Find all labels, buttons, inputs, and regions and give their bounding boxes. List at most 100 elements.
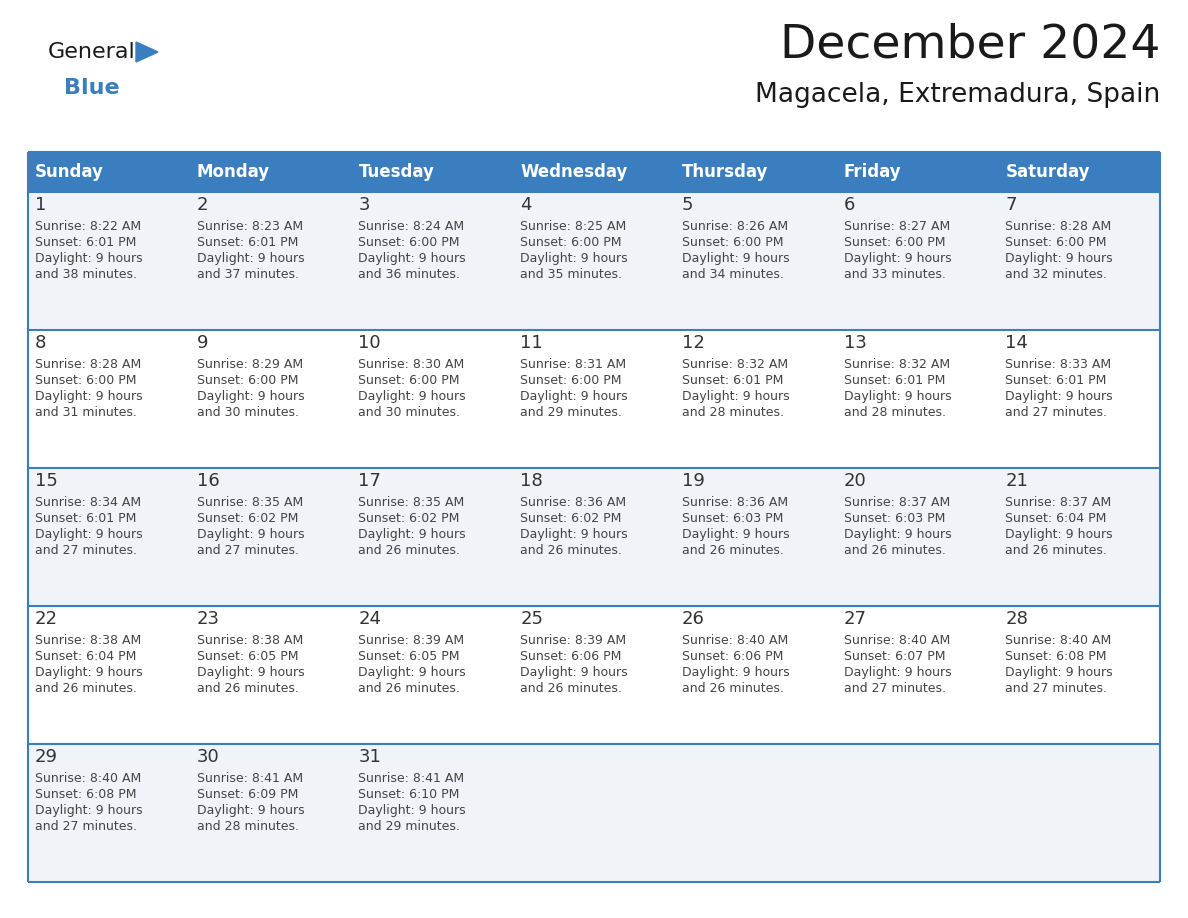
Text: 9: 9	[197, 334, 208, 352]
Text: and 26 minutes.: and 26 minutes.	[359, 544, 460, 557]
Text: Blue: Blue	[64, 78, 120, 98]
Text: 2: 2	[197, 196, 208, 214]
Text: 24: 24	[359, 610, 381, 628]
Text: 26: 26	[682, 610, 704, 628]
Bar	[29, 152, 190, 192]
Text: Sunrise: 8:29 AM: Sunrise: 8:29 AM	[197, 358, 303, 371]
Text: and 35 minutes.: and 35 minutes.	[520, 268, 623, 281]
Text: Sunrise: 8:31 AM: Sunrise: 8:31 AM	[520, 358, 626, 371]
Text: and 33 minutes.: and 33 minutes.	[843, 268, 946, 281]
Text: Sunset: 6:02 PM: Sunset: 6:02 PM	[520, 512, 621, 525]
Text: Sunset: 6:01 PM: Sunset: 6:01 PM	[34, 236, 137, 249]
Text: and 26 minutes.: and 26 minutes.	[682, 682, 784, 695]
Text: and 26 minutes.: and 26 minutes.	[520, 544, 623, 557]
Text: Daylight: 9 hours: Daylight: 9 hours	[1005, 528, 1113, 541]
Text: and 30 minutes.: and 30 minutes.	[197, 406, 298, 419]
Text: Wednesday: Wednesday	[520, 163, 627, 181]
Text: Sunrise: 8:37 AM: Sunrise: 8:37 AM	[843, 496, 950, 509]
Text: Sunset: 6:02 PM: Sunset: 6:02 PM	[197, 512, 298, 525]
Text: Daylight: 9 hours: Daylight: 9 hours	[34, 252, 143, 265]
Text: Sunset: 6:08 PM: Sunset: 6:08 PM	[1005, 650, 1107, 663]
Text: Sunrise: 8:35 AM: Sunrise: 8:35 AM	[197, 496, 303, 509]
Text: Daylight: 9 hours: Daylight: 9 hours	[682, 666, 790, 679]
Text: Sunrise: 8:32 AM: Sunrise: 8:32 AM	[843, 358, 949, 371]
Text: and 27 minutes.: and 27 minutes.	[34, 820, 137, 833]
Text: 7: 7	[1005, 196, 1017, 214]
Text: Sunset: 6:00 PM: Sunset: 6:00 PM	[197, 374, 298, 387]
Text: Daylight: 9 hours: Daylight: 9 hours	[843, 390, 952, 403]
Text: General: General	[48, 42, 135, 62]
Text: Sunrise: 8:28 AM: Sunrise: 8:28 AM	[1005, 220, 1112, 233]
Text: Daylight: 9 hours: Daylight: 9 hours	[197, 528, 304, 541]
Text: and 30 minutes.: and 30 minutes.	[359, 406, 461, 419]
Text: Tuesday: Tuesday	[359, 163, 435, 181]
Text: Monday: Monday	[197, 163, 270, 181]
Text: 31: 31	[359, 748, 381, 766]
Text: Sunset: 6:03 PM: Sunset: 6:03 PM	[682, 512, 783, 525]
Text: Daylight: 9 hours: Daylight: 9 hours	[520, 528, 627, 541]
Bar	[352, 152, 513, 192]
Text: 15: 15	[34, 472, 58, 490]
Text: Sunset: 6:05 PM: Sunset: 6:05 PM	[197, 650, 298, 663]
Text: Sunset: 6:01 PM: Sunset: 6:01 PM	[843, 374, 944, 387]
Text: Sunset: 6:06 PM: Sunset: 6:06 PM	[520, 650, 621, 663]
Text: 17: 17	[359, 472, 381, 490]
Bar	[29, 330, 1159, 468]
Bar	[675, 152, 836, 192]
Text: Daylight: 9 hours: Daylight: 9 hours	[843, 528, 952, 541]
Text: Sunset: 6:05 PM: Sunset: 6:05 PM	[359, 650, 460, 663]
Text: Sunset: 6:06 PM: Sunset: 6:06 PM	[682, 650, 783, 663]
Text: Sunrise: 8:33 AM: Sunrise: 8:33 AM	[1005, 358, 1112, 371]
Text: 22: 22	[34, 610, 58, 628]
Text: and 37 minutes.: and 37 minutes.	[197, 268, 298, 281]
Text: Daylight: 9 hours: Daylight: 9 hours	[1005, 252, 1113, 265]
Text: Thursday: Thursday	[682, 163, 769, 181]
Text: Sunset: 6:01 PM: Sunset: 6:01 PM	[1005, 374, 1107, 387]
Text: Daylight: 9 hours: Daylight: 9 hours	[520, 390, 627, 403]
Text: Sunrise: 8:32 AM: Sunrise: 8:32 AM	[682, 358, 788, 371]
Text: 11: 11	[520, 334, 543, 352]
Text: Sunset: 6:01 PM: Sunset: 6:01 PM	[34, 512, 137, 525]
Text: Sunset: 6:04 PM: Sunset: 6:04 PM	[1005, 512, 1107, 525]
Text: 19: 19	[682, 472, 704, 490]
Text: Daylight: 9 hours: Daylight: 9 hours	[520, 666, 627, 679]
Text: and 36 minutes.: and 36 minutes.	[359, 268, 460, 281]
Text: and 27 minutes.: and 27 minutes.	[843, 682, 946, 695]
Text: Sunset: 6:07 PM: Sunset: 6:07 PM	[843, 650, 946, 663]
Bar	[190, 152, 352, 192]
Polygon shape	[135, 42, 158, 62]
Text: Sunrise: 8:23 AM: Sunrise: 8:23 AM	[197, 220, 303, 233]
Text: and 26 minutes.: and 26 minutes.	[1005, 544, 1107, 557]
Text: Sunset: 6:01 PM: Sunset: 6:01 PM	[197, 236, 298, 249]
Text: 1: 1	[34, 196, 46, 214]
Text: Daylight: 9 hours: Daylight: 9 hours	[520, 252, 627, 265]
Text: Sunset: 6:00 PM: Sunset: 6:00 PM	[843, 236, 946, 249]
Text: 25: 25	[520, 610, 543, 628]
Text: Sunset: 6:00 PM: Sunset: 6:00 PM	[520, 236, 621, 249]
Text: and 26 minutes.: and 26 minutes.	[520, 682, 623, 695]
Text: and 26 minutes.: and 26 minutes.	[197, 682, 298, 695]
Bar	[836, 152, 998, 192]
Text: 14: 14	[1005, 334, 1028, 352]
Text: 28: 28	[1005, 610, 1028, 628]
Text: Sunset: 6:00 PM: Sunset: 6:00 PM	[682, 236, 783, 249]
Text: 20: 20	[843, 472, 866, 490]
Text: Sunrise: 8:41 AM: Sunrise: 8:41 AM	[197, 772, 303, 785]
Text: Sunrise: 8:34 AM: Sunrise: 8:34 AM	[34, 496, 141, 509]
Text: and 29 minutes.: and 29 minutes.	[520, 406, 623, 419]
Text: and 26 minutes.: and 26 minutes.	[34, 682, 137, 695]
Text: Daylight: 9 hours: Daylight: 9 hours	[359, 252, 466, 265]
Text: Sunrise: 8:30 AM: Sunrise: 8:30 AM	[359, 358, 465, 371]
Text: Sunrise: 8:28 AM: Sunrise: 8:28 AM	[34, 358, 141, 371]
Text: Sunset: 6:10 PM: Sunset: 6:10 PM	[359, 788, 460, 801]
Text: Sunrise: 8:35 AM: Sunrise: 8:35 AM	[359, 496, 465, 509]
Text: and 27 minutes.: and 27 minutes.	[1005, 406, 1107, 419]
Text: Sunrise: 8:37 AM: Sunrise: 8:37 AM	[1005, 496, 1112, 509]
Text: Sunset: 6:00 PM: Sunset: 6:00 PM	[520, 374, 621, 387]
Text: Sunrise: 8:26 AM: Sunrise: 8:26 AM	[682, 220, 788, 233]
Text: and 27 minutes.: and 27 minutes.	[1005, 682, 1107, 695]
Bar	[29, 744, 1159, 882]
Text: Daylight: 9 hours: Daylight: 9 hours	[359, 390, 466, 403]
Text: Sunrise: 8:41 AM: Sunrise: 8:41 AM	[359, 772, 465, 785]
Text: and 28 minutes.: and 28 minutes.	[197, 820, 298, 833]
